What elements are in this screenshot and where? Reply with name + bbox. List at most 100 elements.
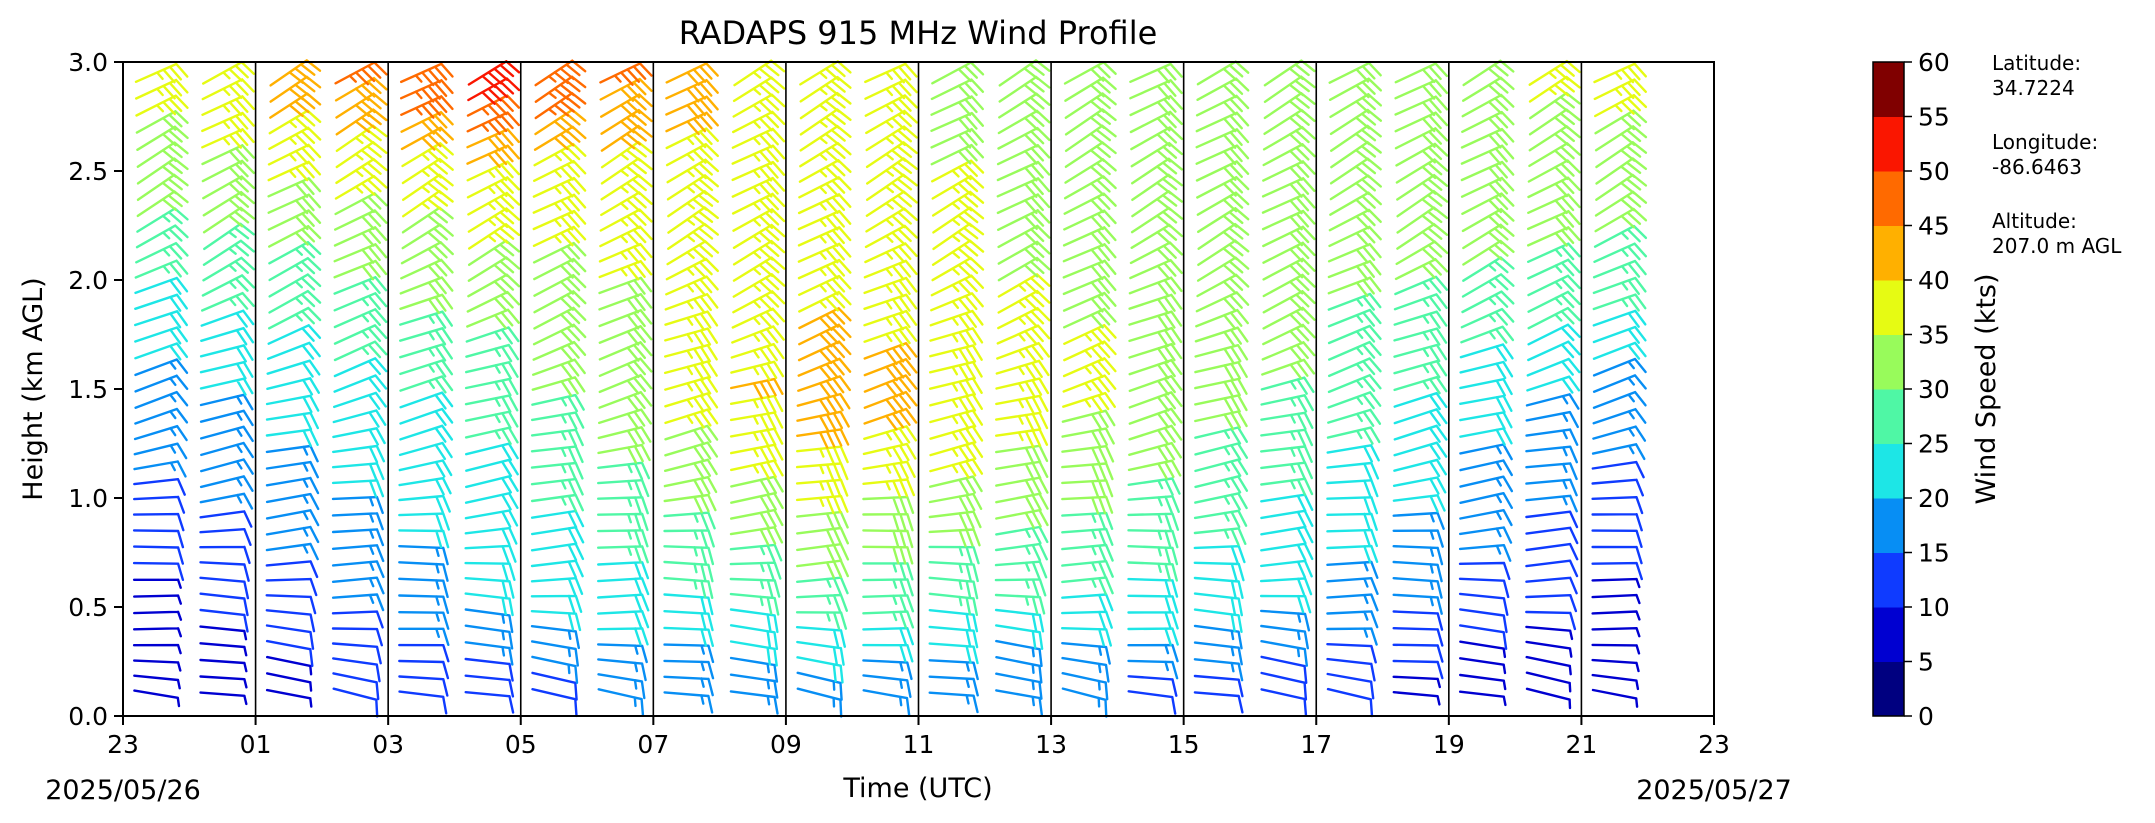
- wind-barb: [1395, 158, 1449, 184]
- wind-barb: [1193, 674, 1244, 698]
- wind-barb: [268, 241, 322, 265]
- wind-barb: [1128, 359, 1183, 380]
- wind-barb: [732, 273, 786, 298]
- wind-barb: [1525, 640, 1573, 658]
- wind-barb: [1193, 608, 1243, 633]
- colorbar-segment: [1873, 607, 1904, 662]
- wind-barb: [1063, 175, 1117, 200]
- wind-barb: [265, 525, 320, 544]
- wind-barb: [1127, 495, 1180, 514]
- wind-barb: [265, 594, 317, 615]
- wind-barb: [732, 110, 786, 134]
- wind-barb: [1462, 256, 1515, 282]
- wind-barb: [1459, 526, 1513, 544]
- wind-barb: [331, 544, 385, 563]
- wind-barb: [202, 61, 255, 85]
- wind-barb: [730, 508, 784, 529]
- wind-barb: [729, 640, 778, 667]
- wind-barb: [664, 293, 719, 314]
- wind-barb: [269, 75, 322, 103]
- wind-barb: [1194, 377, 1248, 398]
- wind-barb: [862, 578, 914, 597]
- wind-barb: [1061, 511, 1114, 531]
- wind-barb: [600, 174, 653, 201]
- wind-barb: [266, 359, 321, 378]
- wind-barb: [597, 496, 649, 515]
- wind-barb: [401, 206, 454, 234]
- wind-barb: [465, 326, 520, 345]
- barb-profile: [132, 62, 189, 708]
- colorbar-segment: [1873, 116, 1904, 172]
- wind-barb: [1064, 141, 1117, 168]
- wind-barb: [1128, 424, 1183, 445]
- wind-barb: [997, 224, 1051, 249]
- wind-barb: [796, 559, 849, 579]
- wind-barb: [399, 359, 454, 378]
- wind-barb: [795, 611, 848, 630]
- wind-barb: [997, 273, 1051, 298]
- wind-barb: [1328, 61, 1382, 84]
- wind-barb: [1127, 477, 1181, 496]
- wind-barb: [598, 391, 653, 412]
- wind-barb: [533, 306, 587, 330]
- wind-barb: [1260, 624, 1309, 650]
- wind-barb: [1130, 223, 1184, 249]
- wind-barb: [1127, 561, 1178, 582]
- wind-barb: [133, 594, 182, 605]
- wind-barb: [1394, 258, 1449, 281]
- wind-barb: [199, 409, 254, 427]
- wind-barb: [1260, 509, 1314, 529]
- wind-barb: [797, 242, 852, 264]
- wind-barb: [799, 108, 852, 136]
- colorbar-tick-label: 50: [1918, 157, 1950, 186]
- wind-barb: [1393, 408, 1448, 427]
- wind-barb: [1458, 544, 1512, 562]
- wind-barb: [331, 495, 384, 515]
- wind-barb: [997, 126, 1051, 150]
- wind-barb: [1327, 408, 1382, 427]
- wind-barb: [600, 109, 653, 135]
- wind-barb: [995, 444, 1049, 465]
- wind-barb: [1262, 241, 1316, 264]
- wind-barb: [331, 593, 385, 612]
- wind-barb: [929, 344, 983, 365]
- wind-barb: [135, 224, 189, 249]
- wind-barb: [599, 62, 653, 86]
- wind-barb: [465, 442, 519, 461]
- x-tick-label: 11: [903, 730, 935, 759]
- wind-barb: [135, 94, 189, 117]
- wind-barb: [1326, 593, 1379, 612]
- wind-barb: [266, 377, 320, 396]
- wind-barb: [997, 209, 1051, 231]
- wind-barb: [199, 625, 248, 641]
- wind-barb: [400, 95, 454, 119]
- wind-barb: [1063, 192, 1117, 215]
- wind-barb: [201, 274, 255, 297]
- wind-barb: [200, 309, 255, 328]
- wind-barb: [1064, 124, 1117, 152]
- wind-barb: [1393, 376, 1448, 395]
- wind-barb: [597, 577, 650, 596]
- wind-barb: [928, 625, 979, 649]
- wind-barb: [1525, 428, 1579, 446]
- wind-barb: [931, 159, 985, 183]
- wind-barb: [864, 94, 918, 117]
- wind-barb: [400, 241, 454, 265]
- wind-barb: [796, 576, 849, 595]
- wind-barb: [995, 377, 1050, 398]
- colorbar-tick-label: 60: [1918, 48, 1950, 77]
- wind-barb: [1326, 496, 1379, 515]
- barb-profile: [1326, 61, 1382, 718]
- wind-barb: [864, 242, 918, 264]
- wind-barb: [267, 177, 322, 198]
- wind-barb: [1525, 559, 1579, 578]
- wind-barb: [1326, 461, 1380, 481]
- wind-barb: [862, 460, 916, 481]
- wind-barb: [400, 111, 454, 135]
- wind-barb: [1392, 691, 1441, 706]
- colorbar-frame: [1872, 61, 1905, 717]
- wind-barb: [530, 542, 585, 562]
- wind-barb: [1528, 125, 1581, 152]
- wind-barb: [199, 361, 254, 380]
- wind-barb: [1528, 75, 1581, 103]
